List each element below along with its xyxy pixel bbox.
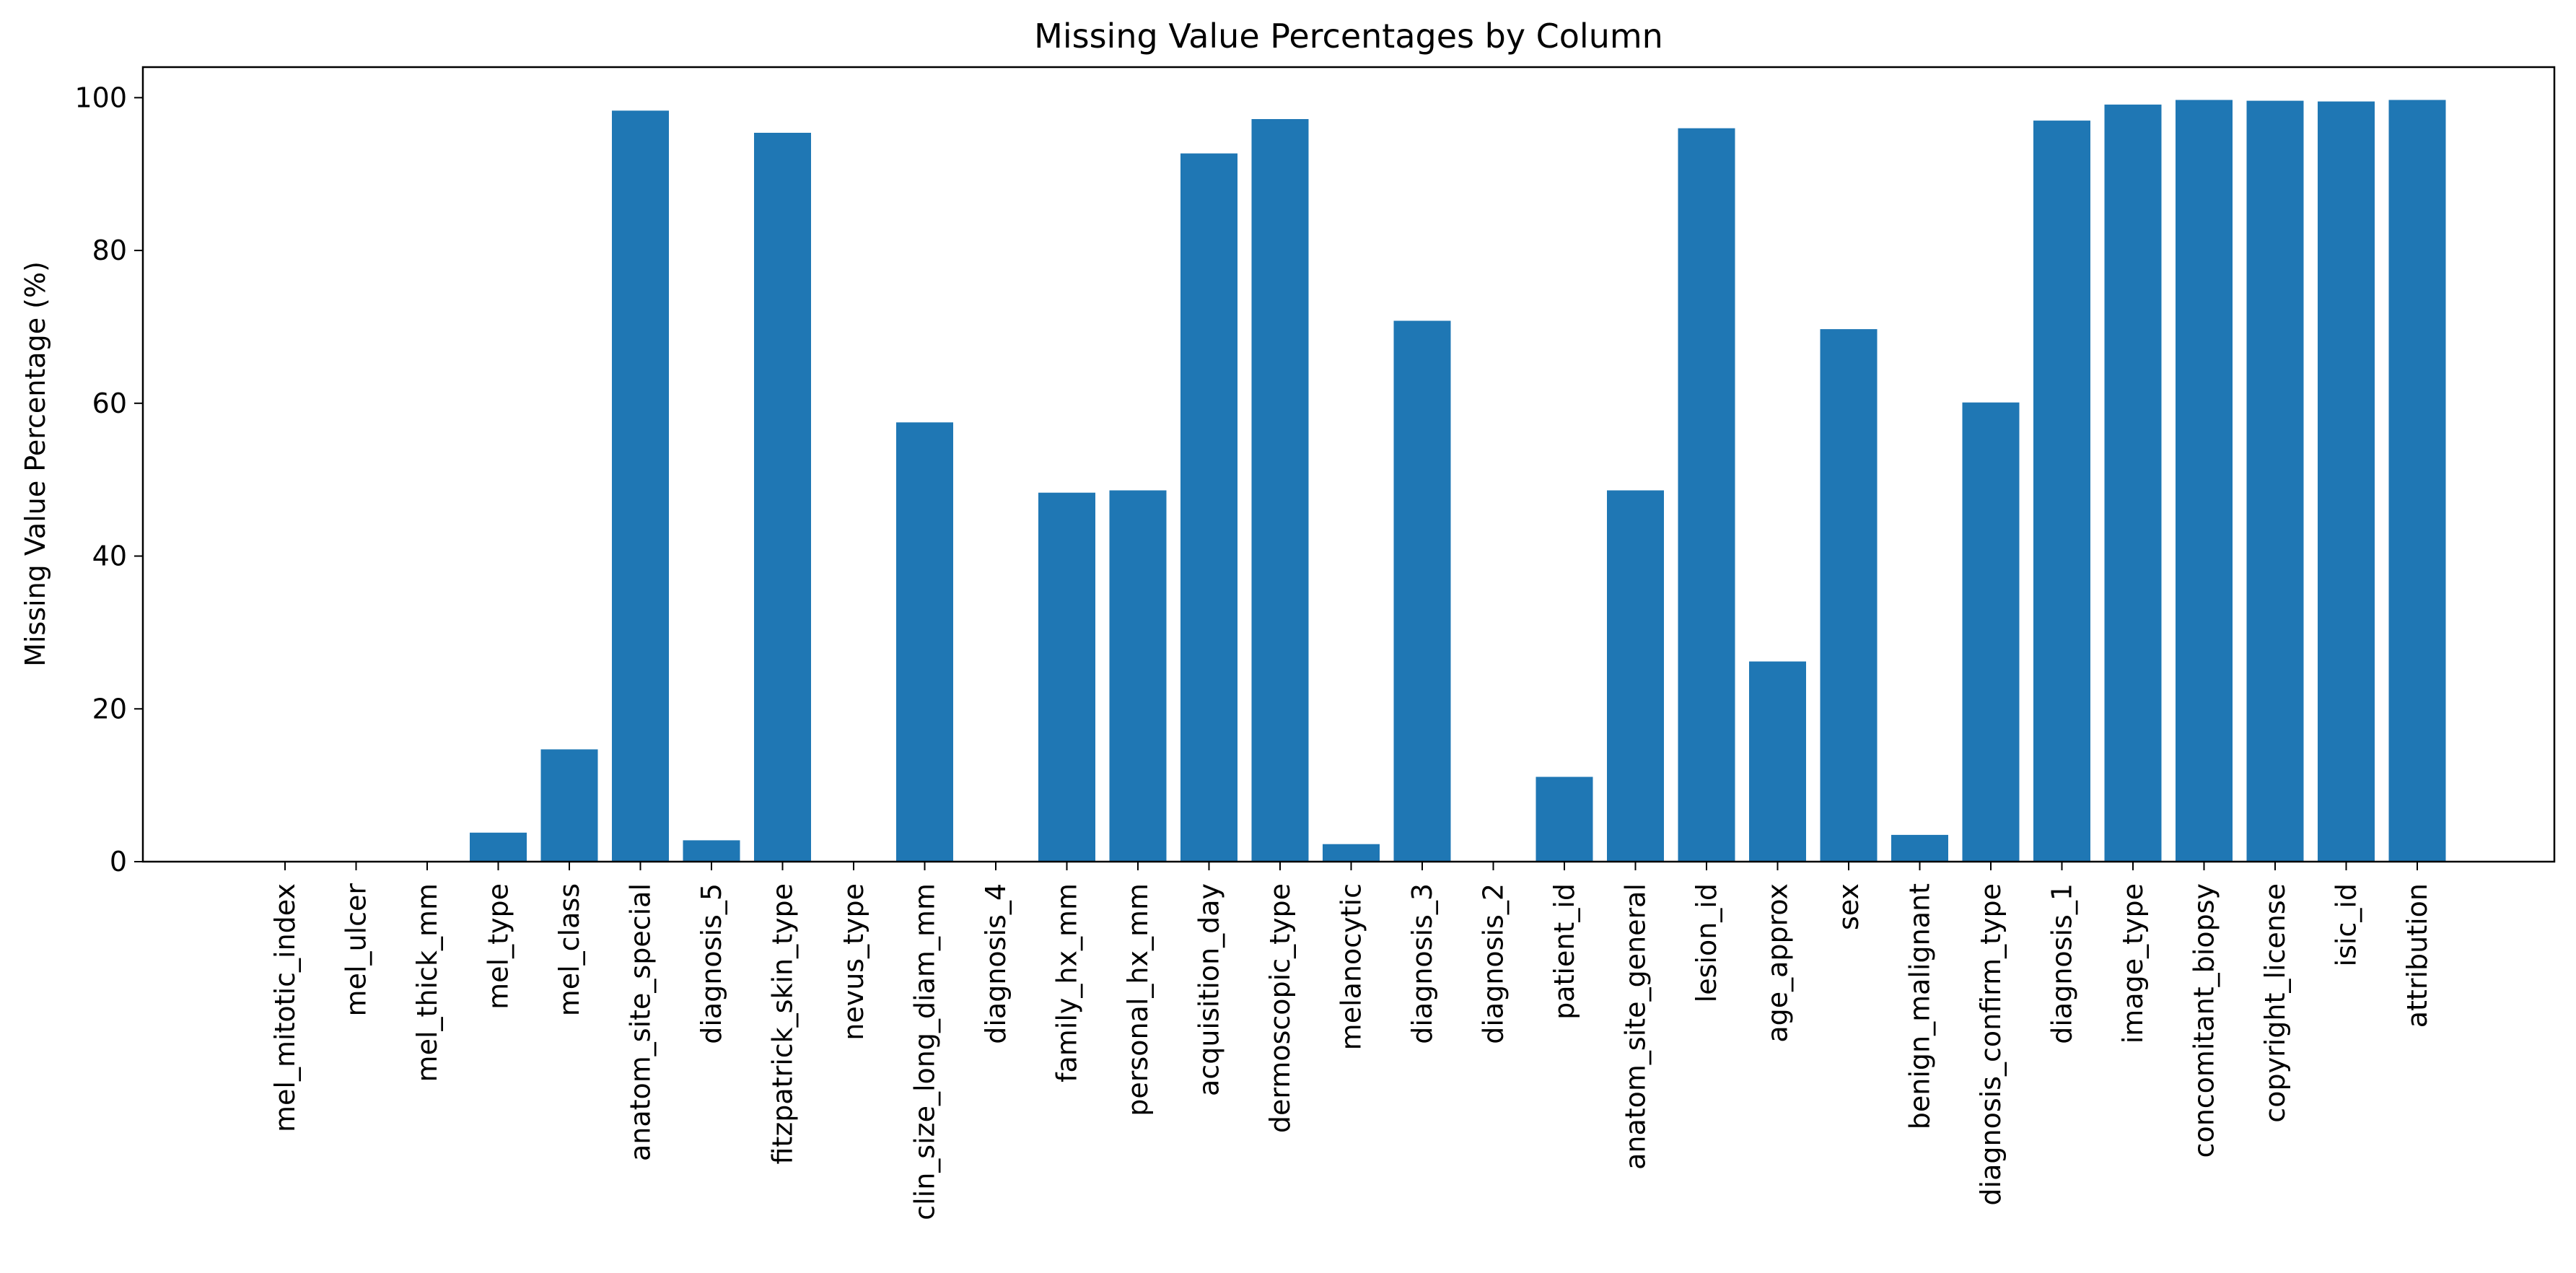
x-tick-label: mel_thick_mm	[411, 883, 443, 1082]
bar-sex	[1820, 329, 1878, 862]
x-tick-label: mel_ulcer	[341, 883, 372, 1017]
bar-melanocytic	[1323, 844, 1380, 862]
x-tick-label: diagnosis_4	[980, 883, 1012, 1044]
bar-mel_class	[540, 749, 598, 862]
bar-mel_type	[470, 832, 527, 862]
bar-acquisition_day	[1180, 153, 1237, 862]
bar-diagnosis_1	[2033, 121, 2090, 862]
x-tick-label: mel_class	[553, 883, 585, 1016]
x-tick-label: lesion_id	[1691, 883, 1722, 1002]
bar-dermoscopic_type	[1251, 119, 1309, 862]
x-tick-label: image_type	[2117, 883, 2149, 1044]
bar-clin_size_long_diam_mm	[896, 422, 953, 862]
x-tick-label: clin_size_long_diam_mm	[909, 883, 941, 1220]
bar-age_approx	[1749, 661, 1806, 862]
x-tick-label: fitzpatrick_skin_type	[767, 883, 799, 1165]
bar-copyright_license	[2246, 100, 2304, 862]
x-tick-label: mel_type	[483, 883, 514, 1010]
bar-isic_id	[2318, 101, 2375, 862]
y-tick-label: 60	[92, 388, 127, 419]
y-axis-ticks: 0 20 40 60 80 100	[74, 82, 143, 878]
x-axis-ticks: mel_mitotic_index mel_ulcer mel_thick_mm me…	[269, 862, 2433, 1220]
bar-concomitant_biopsy	[2176, 100, 2233, 862]
x-tick-label: melanocytic	[1336, 883, 1367, 1050]
bar-diagnosis_confirm_type	[1962, 402, 2020, 862]
bar-diagnosis_3	[1393, 320, 1451, 862]
x-tick-label: isic_id	[2331, 883, 2362, 966]
bar-anatom_site_general	[1607, 490, 1664, 862]
y-tick-label: 20	[92, 693, 127, 725]
chart-title: Missing Value Percentages by Column	[1034, 17, 1663, 56]
x-tick-label: family_hx_mm	[1051, 883, 1083, 1082]
bar-anatom_site_special	[612, 110, 669, 862]
x-tick-label: patient_id	[1548, 883, 1580, 1020]
bars-group	[470, 100, 2446, 862]
x-tick-label: concomitant_biopsy	[2189, 883, 2220, 1158]
x-tick-label: copyright_license	[2259, 883, 2291, 1123]
y-tick-label: 40	[92, 541, 127, 572]
x-tick-label: dermoscopic_type	[1264, 883, 1296, 1133]
x-tick-label: anatom_site_general	[1620, 883, 1652, 1170]
bar-family_hx_mm	[1038, 492, 1095, 862]
bar-image_type	[2104, 104, 2162, 862]
x-tick-label: acquisition_day	[1193, 883, 1225, 1096]
bar-personal_hx_mm	[1109, 490, 1167, 862]
x-tick-label: age_approx	[1762, 883, 1794, 1043]
bar-benign_malignant	[1891, 834, 1948, 862]
bar-diagnosis_5	[683, 840, 740, 862]
plot-frame	[141, 66, 2556, 863]
y-tick-label: 0	[110, 846, 127, 878]
y-tick-label: 80	[92, 235, 127, 266]
x-tick-label: attribution	[2401, 883, 2433, 1028]
bar-fitzpatrick_skin_type	[754, 133, 811, 862]
bar-lesion_id	[1678, 128, 1735, 862]
x-tick-label: anatom_site_special	[625, 883, 657, 1161]
x-tick-label: diagnosis_3	[1406, 883, 1438, 1044]
y-tick-label: 100	[74, 82, 127, 113]
x-tick-label: diagnosis_confirm_type	[1975, 883, 2007, 1206]
y-axis-label: Missing Value Percentage (%)	[19, 261, 51, 667]
x-tick-label: diagnosis_5	[696, 883, 727, 1044]
x-tick-label: diagnosis_1	[2046, 883, 2078, 1044]
bar-patient_id	[1535, 777, 1593, 862]
x-tick-label: nevus_type	[838, 883, 869, 1041]
bar-attribution	[2388, 100, 2446, 862]
x-tick-label: personal_hx_mm	[1122, 883, 1154, 1116]
x-tick-label: sex	[1833, 883, 1865, 930]
x-tick-label: mel_mitotic_index	[269, 883, 301, 1132]
x-tick-label: diagnosis_2	[1478, 883, 1510, 1044]
x-tick-label: benign_malignant	[1904, 883, 1936, 1129]
